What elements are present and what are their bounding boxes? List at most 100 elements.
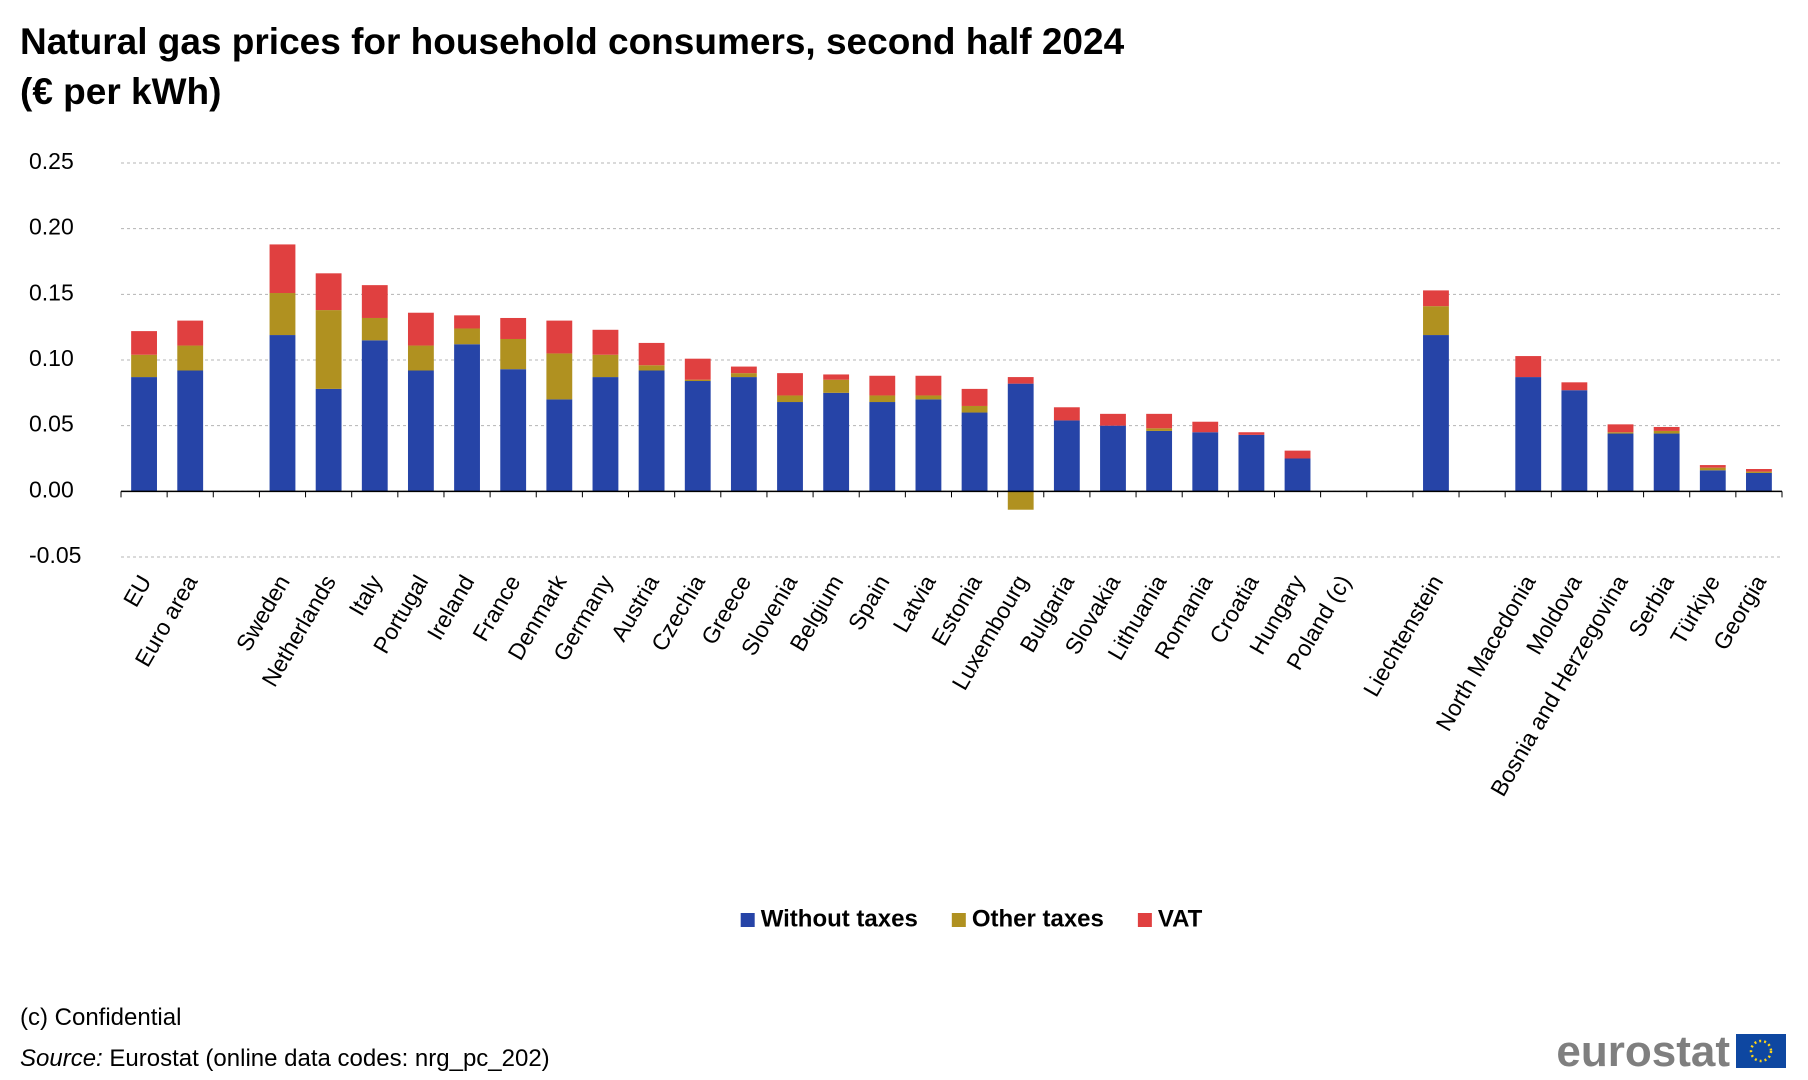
- bar-segment: [1561, 390, 1588, 492]
- bar-segment: [777, 395, 803, 403]
- bar-segment: [1515, 377, 1542, 492]
- bar-segment: [823, 392, 850, 492]
- bar-segment: [730, 373, 757, 378]
- bar-segment: [638, 370, 665, 492]
- y-tick-label: 0.25: [29, 148, 74, 174]
- bar-segment: [777, 373, 803, 396]
- bar-segment: [869, 395, 896, 403]
- bar-segment: [869, 402, 896, 492]
- bar-segment: [1423, 335, 1449, 492]
- bar-segment: [454, 328, 480, 345]
- bar-segment: [315, 388, 342, 492]
- flag-stars: [1749, 1039, 1773, 1063]
- bar-segment: [592, 329, 619, 355]
- x-tick-label: Spain: [843, 571, 895, 635]
- bar-segment: [1607, 433, 1634, 492]
- bar-segment: [684, 358, 711, 380]
- bar-segment: [730, 377, 757, 492]
- y-tick-label: -0.05: [29, 542, 81, 568]
- bar-segment: [1007, 491, 1034, 510]
- bar-segment: [269, 335, 296, 492]
- bar-segment: [915, 395, 942, 400]
- bar-segment: [684, 379, 711, 382]
- source-text: Eurostat (online data codes: nrg_pc_202): [103, 1045, 550, 1072]
- bar-segment: [500, 338, 527, 370]
- chart-title: Natural gas prices for household consume…: [20, 21, 1125, 62]
- bar-segment: [1653, 433, 1680, 492]
- x-tick-label: North Macedonia: [1430, 570, 1540, 735]
- bar-segment: [315, 310, 342, 389]
- bar-segment: [407, 370, 434, 492]
- legend-swatch: [951, 913, 966, 927]
- bar-segment: [1192, 421, 1219, 433]
- bar-segment: [961, 412, 988, 492]
- logo-text: eurostat: [1556, 1027, 1730, 1076]
- bar-segment: [592, 377, 619, 492]
- bar-segment: [1238, 434, 1265, 492]
- bar-segment: [361, 340, 388, 492]
- bar-segment: [500, 369, 527, 492]
- bar-segment: [1561, 382, 1588, 391]
- legend-swatch: [740, 913, 755, 927]
- legend-swatch: [1137, 913, 1152, 927]
- source-label: Source:: [20, 1045, 103, 1072]
- bar-segment: [730, 366, 757, 374]
- bar-segment: [1146, 413, 1173, 429]
- bar-segment: [823, 374, 850, 380]
- bar-segment: [961, 405, 988, 413]
- bar-segment: [131, 331, 157, 355]
- y-tick-label: 0.10: [29, 345, 74, 371]
- bar-segment: [177, 320, 204, 346]
- x-tick-label: Italy: [343, 570, 387, 620]
- source: Source: Eurostat (online data codes: nrg…: [20, 1045, 550, 1072]
- bar-segment: [1746, 471, 1772, 473]
- bar-segment: [269, 244, 296, 294]
- y-tick-label: 0.05: [29, 411, 74, 437]
- legend: Without taxes Other taxes VAT: [740, 905, 1203, 932]
- legend-label: VAT: [1158, 905, 1203, 932]
- bar-segment: [407, 345, 434, 371]
- bar-segment: [1100, 425, 1126, 492]
- bar-segment: [1100, 413, 1126, 426]
- bar-segment: [361, 285, 388, 318]
- bar-segment: [131, 377, 157, 492]
- bar-segment: [1699, 470, 1726, 492]
- bar-segment: [1146, 430, 1173, 492]
- bar-segment: [1699, 465, 1726, 468]
- bar-segment: [407, 312, 434, 346]
- bar-segment: [546, 353, 573, 400]
- y-tick-label: 0.20: [29, 214, 74, 240]
- bar-segment: [638, 342, 665, 366]
- bar-segment: [177, 370, 204, 492]
- bar-segment: [1515, 356, 1542, 378]
- footnote: (c) Confidential: [20, 1004, 181, 1031]
- chart-subtitle: (€ per kWh): [20, 71, 221, 112]
- bar-segment: [454, 315, 480, 329]
- y-tick-label: 0.15: [29, 279, 74, 305]
- bar-segment: [1284, 458, 1311, 492]
- bar-segment: [1746, 469, 1772, 472]
- bar-segment: [1238, 432, 1265, 435]
- x-tick-label: EU: [118, 571, 156, 612]
- legend-label: Other taxes: [972, 905, 1104, 932]
- bar-segment: [131, 354, 157, 378]
- bar-segment: [546, 320, 573, 354]
- bar-segment: [1607, 424, 1634, 433]
- bar-segment: [592, 354, 619, 378]
- bar-segment: [823, 379, 850, 393]
- bar-segment: [1423, 306, 1449, 336]
- bar-segment: [1653, 430, 1680, 434]
- bar-segment: [315, 273, 342, 311]
- bar-segment: [500, 317, 527, 339]
- bar-segment: [1284, 450, 1311, 459]
- bar-segment: [546, 399, 573, 492]
- y-tick-label: 0.00: [29, 476, 74, 502]
- bar-segment: [961, 388, 988, 406]
- bar-segment: [1007, 377, 1034, 384]
- bar-segment: [638, 365, 665, 371]
- bar-segment: [454, 344, 480, 492]
- x-tick-label: Liechtenstein: [1358, 571, 1448, 701]
- bar-segment: [1653, 426, 1680, 431]
- bar-segment: [869, 375, 896, 396]
